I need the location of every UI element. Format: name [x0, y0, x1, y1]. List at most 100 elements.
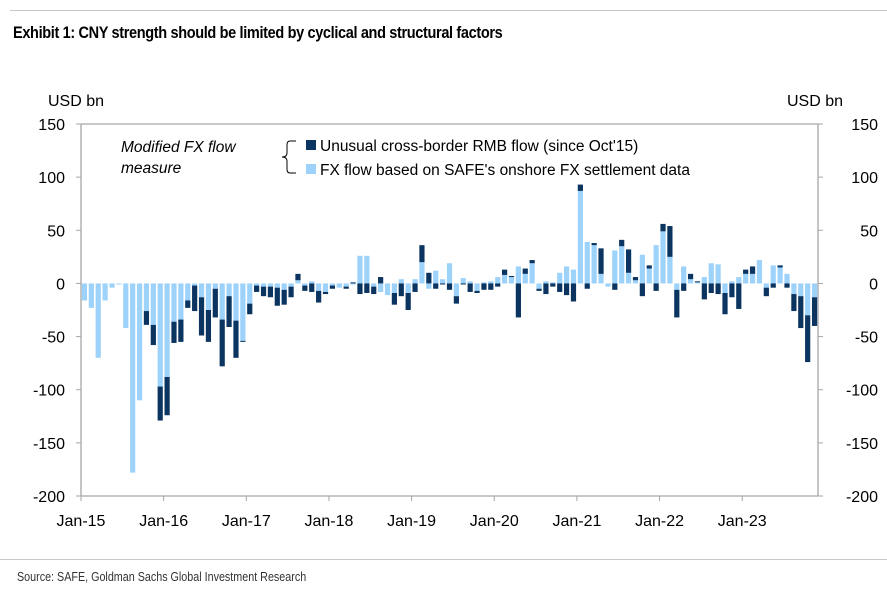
- bar-fx-flow-safe: [212, 283, 218, 289]
- bar-fx-flow-safe: [687, 279, 694, 284]
- bar-fx-flow-safe: [185, 283, 191, 301]
- bar-fx-flow-safe: [233, 283, 239, 321]
- bar-fx-flow-safe: [598, 273, 604, 284]
- bar-unusual-rmb-flow: [171, 321, 177, 343]
- bar-fx-flow-safe: [426, 283, 432, 289]
- bar-unusual-rmb-flow: [295, 273, 301, 281]
- bar-unusual-rmb-flow: [543, 283, 549, 295]
- bar-fx-flow-safe: [446, 263, 453, 284]
- bar-unusual-rmb-flow: [639, 283, 645, 297]
- bar-unusual-rmb-flow: [322, 291, 329, 295]
- bar-unusual-rmb-flow: [584, 283, 590, 289]
- bar-fx-flow-safe: [123, 283, 129, 329]
- bar-unusual-rmb-flow: [371, 286, 377, 295]
- bar-unusual-rmb-flow: [777, 265, 783, 268]
- bar-fx-flow-safe: [488, 281, 494, 284]
- bar-fx-flow-safe: [364, 255, 370, 284]
- bar-unusual-rmb-flow: [178, 319, 184, 342]
- bar-unusual-rmb-flow: [281, 289, 287, 305]
- bar-unusual-rmb-flow: [612, 283, 618, 290]
- bar-fx-flow-safe: [398, 279, 404, 284]
- bar-unusual-rmb-flow: [577, 184, 583, 191]
- bar-fx-flow-safe: [749, 273, 756, 284]
- bar-fx-flow-safe: [674, 283, 680, 290]
- bar-fx-flow-safe: [770, 265, 776, 284]
- bar-unusual-rmb-flow: [508, 275, 515, 278]
- x-tick-label: Jan-17: [222, 513, 271, 530]
- bar-fx-flow-safe: [391, 283, 397, 293]
- bar-unusual-rmb-flow: [150, 324, 156, 346]
- bar-unusual-rmb-flow: [563, 283, 570, 296]
- bar-unusual-rmb-flow: [701, 283, 707, 300]
- bar-fx-flow-safe: [756, 260, 763, 284]
- bar-unusual-rmb-flow: [440, 283, 446, 285]
- top-rule: [10, 10, 887, 11]
- bar-fx-flow-safe: [281, 283, 287, 290]
- bar-unusual-rmb-flow: [791, 294, 797, 312]
- y-axis-label-left: USD bn: [48, 93, 104, 110]
- bar-unusual-rmb-flow: [536, 288, 542, 291]
- bar-fx-flow-safe: [274, 283, 280, 288]
- bar-fx-flow-safe: [378, 283, 384, 292]
- bar-fx-flow-safe: [357, 255, 363, 284]
- bar-fx-flow-safe: [95, 283, 101, 358]
- bar-unusual-rmb-flow: [550, 283, 556, 287]
- bar-unusual-rmb-flow: [481, 283, 487, 290]
- source-note: Source: SAFE, Goldman Sachs Global Inves…: [17, 570, 307, 584]
- bar-unusual-rmb-flow: [343, 286, 349, 289]
- bar-unusual-rmb-flow: [446, 283, 453, 290]
- y-tick-label-right: 50: [860, 223, 878, 240]
- bar-unusual-rmb-flow: [329, 285, 336, 289]
- bar-fx-flow-safe: [708, 263, 714, 284]
- x-tick-label: Jan-18: [305, 513, 354, 530]
- bar-unusual-rmb-flow: [529, 260, 535, 264]
- bar-unusual-rmb-flow: [495, 283, 501, 287]
- bar-unusual-rmb-flow: [212, 288, 218, 318]
- bar-fx-flow-safe: [343, 283, 349, 287]
- bar-fx-flow-safe: [109, 283, 115, 288]
- bar-fx-flow-safe: [729, 281, 735, 284]
- bar-fx-flow-safe: [612, 250, 618, 284]
- x-tick-label: Jan-15: [57, 513, 106, 530]
- bar-unusual-rmb-flow: [433, 283, 439, 289]
- y-tick-label-left: 50: [47, 223, 65, 240]
- bar-unusual-rmb-flow: [502, 269, 508, 275]
- bar-fx-flow-safe: [481, 282, 487, 284]
- bar-unusual-rmb-flow: [632, 277, 639, 281]
- bar-unusual-rmb-flow: [570, 283, 577, 302]
- bar-unusual-rmb-flow: [646, 265, 652, 269]
- bar-unusual-rmb-flow: [260, 286, 267, 297]
- y-tick-label-left: 150: [38, 117, 65, 134]
- bar-unusual-rmb-flow: [694, 281, 701, 283]
- bar-fx-flow-safe: [784, 273, 790, 284]
- bar-fx-flow-safe: [329, 283, 336, 286]
- bar-fx-flow-safe: [336, 283, 342, 288]
- bar-fx-flow-safe: [88, 283, 94, 308]
- bar-unusual-rmb-flow: [412, 283, 418, 292]
- bar-fx-flow-safe: [619, 246, 625, 284]
- bar-fx-flow-safe: [632, 280, 639, 284]
- bar-fx-flow-safe: [171, 283, 177, 322]
- y-tick-label-right: 0: [869, 276, 878, 293]
- x-tick-label: Jan-20: [470, 513, 519, 530]
- bar-unusual-rmb-flow: [185, 300, 191, 308]
- bar-unusual-rmb-flow: [219, 319, 225, 367]
- y-tick-label-left: -50: [42, 330, 65, 347]
- bar-unusual-rmb-flow: [233, 320, 239, 358]
- y-axis-label-right: USD bn: [787, 93, 843, 110]
- bar-unusual-rmb-flow: [405, 292, 411, 310]
- bar-unusual-rmb-flow: [267, 286, 274, 298]
- bar-unusual-rmb-flow: [736, 283, 742, 309]
- bar-fx-flow-safe: [116, 283, 122, 285]
- y-tick-label-right: -100: [846, 383, 878, 400]
- bar-unusual-rmb-flow: [378, 277, 384, 284]
- bar-unusual-rmb-flow: [357, 283, 363, 295]
- bar-fx-flow-safe: [260, 283, 267, 287]
- y-tick-label-left: -100: [33, 383, 65, 400]
- bar-unusual-rmb-flow: [625, 249, 632, 273]
- bar-unusual-rmb-flow: [591, 243, 597, 246]
- brace-icon: [281, 140, 296, 174]
- legend-swatch-light: [306, 164, 316, 174]
- x-tick-label: Jan-22: [635, 513, 684, 530]
- bar-unusual-rmb-flow: [274, 287, 280, 306]
